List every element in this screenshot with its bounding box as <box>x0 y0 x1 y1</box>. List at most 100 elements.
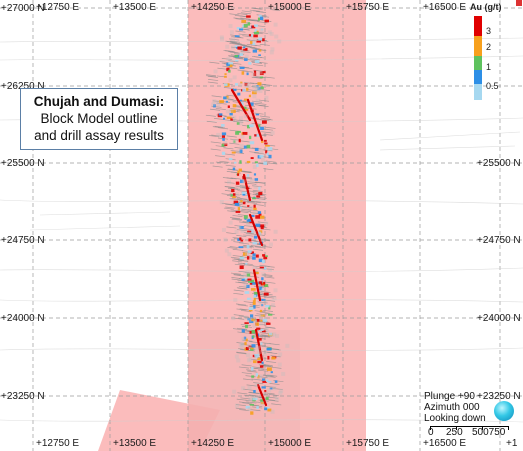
block-model-cell <box>277 39 282 44</box>
drill-hole-trace <box>259 43 270 46</box>
assay-interval <box>256 40 262 43</box>
assay-interval <box>236 47 239 49</box>
assay-interval <box>265 255 268 257</box>
drill-hole-trace <box>244 82 255 85</box>
block-model-cell <box>243 283 248 288</box>
easting-label-bottom: +15000 E <box>268 438 311 449</box>
drill-hole-trace <box>238 366 249 369</box>
drill-hole-trace <box>246 384 257 387</box>
drill-hole-trace <box>239 409 250 412</box>
assay-interval <box>222 143 228 147</box>
block-model-cell <box>260 401 265 406</box>
drill-hole-trace <box>227 41 238 44</box>
legend-tick-05: 0.5 <box>486 81 499 91</box>
block-model-cell <box>243 83 248 88</box>
drill-assay-traces <box>205 7 290 415</box>
block-model-cell <box>246 358 251 363</box>
drill-hole-trace <box>226 232 237 235</box>
assay-interval <box>266 367 272 371</box>
block-model-cell <box>230 37 235 42</box>
assay-interval <box>247 250 252 253</box>
drill-hole-trace <box>230 138 241 141</box>
drill-hole-trace <box>235 30 246 33</box>
assay-interval <box>231 151 236 154</box>
assay-interval <box>246 219 251 222</box>
easting-label-top: +16500 E <box>423 2 466 13</box>
block-model-cell <box>268 267 273 272</box>
drill-hole-trace <box>237 13 248 15</box>
assay-interval <box>246 174 250 177</box>
assay-interval <box>241 19 247 23</box>
assay-interval <box>267 355 270 360</box>
scale-tick <box>508 426 509 430</box>
drill-hole-trace <box>261 131 272 134</box>
block-model-cell <box>246 83 251 88</box>
assay-interval <box>245 346 249 350</box>
assay-interval <box>248 61 252 65</box>
assay-interval <box>242 201 246 205</box>
info-box-line: Block Model outline <box>40 111 158 126</box>
drill-hole-trace <box>227 187 239 190</box>
drill-hole-trace <box>237 190 248 193</box>
easting-label-bottom: +15750 E <box>346 438 389 449</box>
assay-interval <box>259 286 263 291</box>
assay-interval <box>213 104 216 108</box>
assay-interval <box>234 161 237 164</box>
assay-interval <box>234 83 239 86</box>
block-model-cell <box>261 272 266 277</box>
assay-interval <box>255 223 261 227</box>
drill-hole-trace <box>226 226 237 229</box>
assay-interval <box>259 154 264 158</box>
orientation-globe-icon[interactable] <box>494 401 514 421</box>
topography-lines <box>0 37 523 423</box>
block-model-cell <box>252 38 257 43</box>
assay-interval <box>258 186 261 191</box>
drill-hole-trace <box>243 388 254 391</box>
assay-interval <box>226 62 230 66</box>
drill-hole-trace <box>262 149 273 152</box>
block-model-cell <box>264 95 269 100</box>
drill-hole-trace <box>238 315 249 318</box>
assay-interval <box>232 196 236 198</box>
high-grade-shoot <box>242 173 252 202</box>
assay-interval <box>236 122 240 125</box>
assay-interval <box>237 46 242 50</box>
block-model-cell <box>278 391 283 396</box>
drill-hole-trace <box>266 360 277 363</box>
block-model-cell <box>237 225 242 230</box>
block-model-cell <box>270 409 275 414</box>
drill-hole-trace <box>231 62 242 65</box>
drill-hole-trace <box>253 10 264 13</box>
block-model-cell <box>248 205 253 210</box>
assay-interval <box>232 167 236 171</box>
assay-interval <box>246 273 251 277</box>
easting-label-bottom: +14250 E <box>191 438 234 449</box>
assay-interval <box>253 294 257 298</box>
assay-interval <box>254 354 259 357</box>
drill-hole-trace <box>229 198 240 201</box>
assay-interval <box>244 322 249 324</box>
block-model-cell <box>269 333 274 338</box>
legend-close-icon[interactable] <box>516 0 522 6</box>
assay-interval <box>237 207 240 211</box>
assay-interval <box>265 396 269 400</box>
block-model-cell <box>228 24 233 29</box>
drill-hole-trace <box>239 185 250 188</box>
block-model-cell <box>226 97 231 102</box>
assay-interval <box>253 207 257 211</box>
block-model-cell <box>252 165 257 170</box>
drill-hole-trace <box>246 401 257 404</box>
assay-interval <box>249 319 254 324</box>
drill-hole-trace <box>264 299 276 302</box>
drill-hole-trace <box>252 189 263 192</box>
assay-interval <box>224 75 227 78</box>
assay-interval <box>252 42 256 46</box>
drill-hole-trace <box>233 289 244 292</box>
assay-interval <box>258 357 261 360</box>
drill-hole-trace <box>258 369 269 372</box>
block-model-cell <box>246 353 251 358</box>
assay-interval <box>252 300 256 304</box>
drill-hole-trace <box>232 248 243 251</box>
assay-interval <box>260 226 264 230</box>
